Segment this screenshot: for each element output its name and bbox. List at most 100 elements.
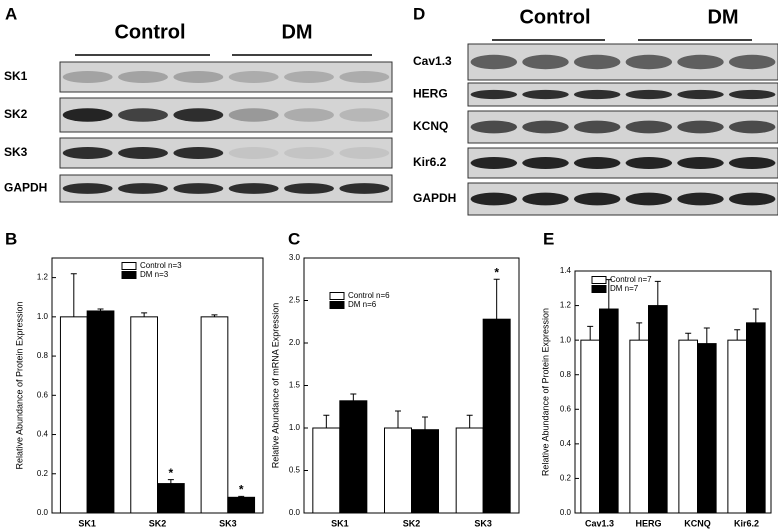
x-tick-label: SK1 xyxy=(331,518,349,528)
blot-strip xyxy=(467,182,778,216)
error-bar xyxy=(395,410,401,428)
bar xyxy=(157,483,185,514)
bar xyxy=(455,427,484,514)
y-tick-label: 1.2 xyxy=(560,301,572,310)
plot-frame xyxy=(574,270,772,514)
blot-band xyxy=(62,108,113,122)
bar xyxy=(200,316,229,514)
bar xyxy=(227,496,256,514)
row-label: SK2 xyxy=(4,107,28,121)
bar xyxy=(648,305,668,514)
error-bar xyxy=(167,479,174,484)
y-tick-label: 2.5 xyxy=(289,296,301,305)
blot-band xyxy=(228,108,279,122)
legend-label: DM n=6 xyxy=(348,300,377,309)
y-tick-label: 0.8 xyxy=(560,370,572,379)
blot-band xyxy=(573,89,621,100)
bar xyxy=(130,316,158,514)
blot-band xyxy=(522,89,569,100)
blot-band xyxy=(339,147,390,159)
blot-band xyxy=(228,183,279,194)
row-label: SK3 xyxy=(4,145,28,159)
y-tick-label: 1.0 xyxy=(289,423,301,432)
blot-strip xyxy=(467,147,778,179)
panel-letter: B xyxy=(5,229,17,248)
blot-band xyxy=(339,71,390,83)
blot-band xyxy=(62,147,113,159)
row-label: Kir6.2 xyxy=(413,155,447,169)
row-label: SK1 xyxy=(4,69,28,83)
y-tick-label: 2.0 xyxy=(289,338,301,347)
error-bar xyxy=(734,329,741,341)
error-bar xyxy=(323,414,330,428)
blot-band xyxy=(470,89,518,100)
error-bar xyxy=(97,308,104,311)
blot-band xyxy=(625,157,673,169)
blot-band xyxy=(62,71,113,83)
x-tick-label: Cav1.3 xyxy=(585,518,614,528)
blot-band xyxy=(728,89,776,100)
y-axis-label: Relative Abundance of mRNA Expression xyxy=(270,303,280,469)
row-label: Cav1.3 xyxy=(413,54,452,68)
bar xyxy=(384,427,412,514)
blot-band xyxy=(470,54,518,70)
y-tick-label: 0.2 xyxy=(560,474,572,483)
blot-band xyxy=(284,147,334,159)
blot-band xyxy=(118,183,168,194)
blot-band xyxy=(677,157,724,169)
row-label: GAPDH xyxy=(413,191,456,205)
legend-label: Control n=3 xyxy=(140,261,182,270)
row-label: GAPDH xyxy=(4,181,47,195)
legend-label: Control n=7 xyxy=(610,275,652,284)
y-tick-label: 0.6 xyxy=(37,390,49,399)
bar xyxy=(678,339,699,514)
error-bar xyxy=(493,278,500,320)
x-tick-label: SK3 xyxy=(474,518,492,528)
blot-band xyxy=(573,192,621,206)
blot-strip xyxy=(467,43,778,81)
blot-band xyxy=(677,54,724,70)
blot-band xyxy=(728,54,776,70)
blot-strip xyxy=(59,97,393,133)
y-axis-label: Relative Abundance of Protein Expression xyxy=(14,301,24,469)
y-tick-label: 1.2 xyxy=(37,273,49,282)
legend-label: DM n=7 xyxy=(610,284,639,293)
bar xyxy=(727,339,748,514)
blot-band xyxy=(625,54,673,70)
blot-band xyxy=(470,157,518,169)
blot-band xyxy=(470,120,518,134)
error-bar xyxy=(587,325,594,341)
blot-band xyxy=(573,54,621,70)
y-tick-label: 0.4 xyxy=(37,430,49,439)
error-bar xyxy=(703,327,710,344)
blot-band xyxy=(173,183,224,194)
error-bar xyxy=(70,273,77,317)
y-tick-label: 0.4 xyxy=(560,439,572,448)
blot-band xyxy=(173,71,224,83)
blot-band xyxy=(173,147,224,159)
blot-band xyxy=(573,157,621,169)
blot-band xyxy=(522,120,569,134)
blot-band xyxy=(339,183,390,194)
error-bar xyxy=(466,414,473,428)
y-tick-label: 3.0 xyxy=(289,253,301,262)
y-tick-label: 0.5 xyxy=(289,466,301,475)
blot-band xyxy=(522,157,569,169)
blot-strip xyxy=(467,82,778,107)
blot-band xyxy=(284,108,334,122)
legend-label: DM n=3 xyxy=(140,270,169,279)
blot-band xyxy=(228,71,279,83)
bar xyxy=(411,429,439,514)
blot-band xyxy=(677,192,724,206)
error-bar xyxy=(654,280,661,306)
blot-band xyxy=(173,108,224,122)
blot-band xyxy=(118,71,168,83)
x-tick-label: SK1 xyxy=(78,518,96,528)
bar xyxy=(746,322,766,514)
blot-band xyxy=(118,108,168,122)
x-tick-label: KCNQ xyxy=(684,518,711,528)
blot-strip xyxy=(59,61,393,93)
y-tick-label: 0.0 xyxy=(289,508,301,517)
blot-band xyxy=(228,147,279,159)
